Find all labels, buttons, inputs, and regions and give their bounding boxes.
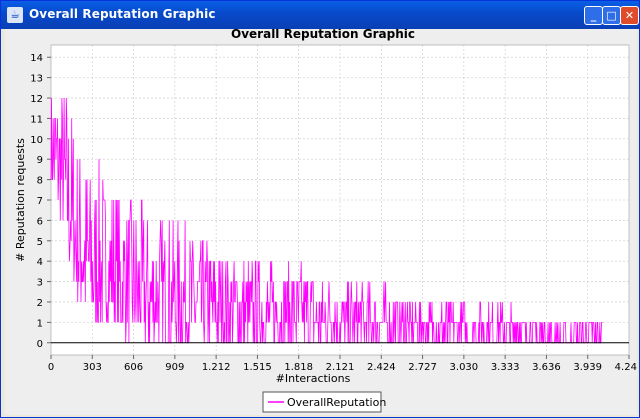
x-tick-label: 4.242	[615, 362, 637, 373]
y-tick-label: 3	[37, 278, 43, 289]
y-tick-label: 6	[37, 216, 43, 227]
y-tick-label: 2	[37, 298, 43, 309]
y-tick-label: 7	[37, 196, 43, 207]
y-tick-label: 1	[37, 318, 43, 329]
x-tick-label: 1.515	[243, 362, 272, 373]
legend-label: OverallReputation	[287, 396, 386, 409]
reputation-chart: Overall Reputation Graphic 0123456789101…	[5, 27, 640, 415]
y-tick-label: 8	[37, 176, 43, 187]
x-tick-label: 606	[124, 362, 143, 373]
y-tick-label: 13	[30, 74, 43, 85]
x-tick-label: 2.727	[408, 362, 437, 373]
x-tick-label: 3.333	[491, 362, 520, 373]
x-tick-label: 2.424	[367, 362, 396, 373]
y-tick-label: 10	[30, 135, 43, 146]
x-tick-label: 909	[165, 362, 184, 373]
window-title: Overall Reputation Graphic	[29, 7, 216, 21]
title-bar[interactable]: ☕ Overall Reputation Graphic _ □ ✕	[1, 1, 639, 29]
x-tick-label: 3.636	[532, 362, 561, 373]
y-axis-label: # Reputation requests	[14, 138, 27, 262]
minimize-button[interactable]: _	[584, 6, 603, 25]
x-tick-label: 3.030	[450, 362, 479, 373]
chart-title: Overall Reputation Graphic	[231, 29, 415, 41]
y-tick-label: 12	[30, 94, 43, 105]
y-tick-label: 14	[30, 53, 43, 64]
x-tick-label: 2.121	[326, 362, 355, 373]
close-button[interactable]: ✕	[620, 6, 639, 25]
x-tick-label: 0	[48, 362, 54, 373]
y-tick-label: 5	[37, 237, 43, 248]
legend-box	[262, 391, 382, 413]
x-axis-label: #Interactions	[276, 372, 351, 385]
x-axis: 0 303 606 909 1.212 1.515 1.818 2.121 2.424 2.727…	[48, 355, 640, 373]
y-tick-label: 11	[30, 114, 43, 125]
y-tick-label: 9	[37, 155, 43, 166]
legend: OverallReputation	[262, 391, 386, 413]
x-tick-label: 303	[83, 362, 102, 373]
chart-panel: Overall Reputation Graphic 0 1 2 3 4 5 6 7 8 9 10 1…	[5, 27, 640, 415]
x-tick-label: 1.818	[284, 362, 313, 373]
x-tick-label: 3.939	[573, 362, 602, 373]
y-tick-label: 4	[37, 257, 43, 268]
x-tick-label: 1.212	[202, 362, 231, 373]
java-app-icon: ☕	[7, 7, 23, 23]
y-tick-label: 0	[37, 339, 43, 350]
maximize-button[interactable]: □	[602, 6, 621, 25]
